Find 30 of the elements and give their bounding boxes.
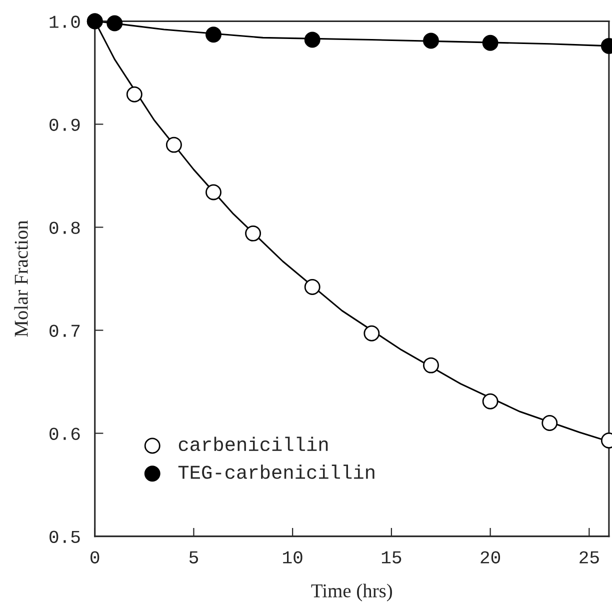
point (482, 34, 498, 51)
x-tick-label: 0 (90, 551, 100, 564)
y-tick-label: 0.5 (50, 530, 80, 544)
point (304, 279, 320, 295)
point (482, 393, 498, 410)
point (423, 32, 439, 49)
legend-label: carbenicillin (178, 436, 328, 452)
point (206, 26, 222, 43)
y-tick-label: 0.7 (50, 324, 80, 337)
point (166, 136, 182, 153)
y-tick-label: 0.8 (50, 222, 80, 234)
point (206, 184, 222, 200)
x-axis-title: Time (hrs) (311, 584, 392, 602)
x-tick-label: 5 (189, 551, 198, 564)
y-tick-label: 0.9 (50, 118, 80, 131)
point (304, 32, 320, 48)
x-tick-label: 15 (382, 551, 402, 564)
point (106, 15, 123, 32)
y-tick-label: 0.6 (50, 428, 80, 440)
point (245, 225, 262, 242)
x-tick-label: 25 (580, 551, 599, 564)
point (542, 415, 558, 431)
point (364, 325, 380, 342)
legend-label: TEG-carbenicillin (178, 464, 374, 479)
x-tick-label: 10 (283, 551, 302, 564)
x-tick-label: 20 (480, 551, 500, 564)
y-tick-label: 1.0 (50, 16, 80, 28)
point (126, 86, 142, 102)
y-axis-title: Molar Fraction (14, 220, 28, 337)
point (423, 357, 439, 374)
